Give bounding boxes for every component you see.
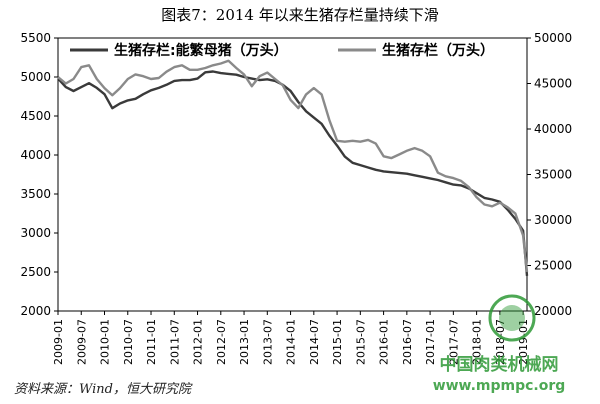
x-tick-label: 2015-07 <box>354 319 367 365</box>
y-right-tick-label: 30000 <box>534 213 572 227</box>
x-tick-label: 2019-01 <box>517 319 530 365</box>
x-tick-label: 2016-01 <box>378 319 391 365</box>
series-line-2 <box>57 59 529 273</box>
legend-label-1: 生猪存栏:能繁母猪（万头） <box>114 42 288 59</box>
x-tick-label: 2014-07 <box>308 319 321 365</box>
y-left-tick-label: 3000 <box>20 226 51 240</box>
y-left-tick-label: 2000 <box>20 304 51 318</box>
y-left-tick-label: 5500 <box>20 31 51 45</box>
x-tick-label: 2016-07 <box>401 319 414 365</box>
watermark-url: www.mpmpc.org <box>433 378 566 394</box>
x-tick-label: 2014-01 <box>285 319 298 365</box>
x-tick-label: 2013-01 <box>238 319 251 365</box>
watermark-logo: 中国肉类机械网 www.mpmpc.org <box>433 294 566 394</box>
x-tick-label: 2018-07 <box>494 319 507 365</box>
y-left-tick-label: 4000 <box>20 148 51 162</box>
y-left-tick-label: 4500 <box>20 109 51 123</box>
x-tick-label: 2012-01 <box>192 319 205 365</box>
y-right-tick-label: 50000 <box>534 31 572 45</box>
source-note: 资料来源：Wind，恒大研究院 <box>14 382 191 397</box>
legend: 生猪存栏:能繁母猪（万头） 生猪存栏（万头） <box>70 42 494 59</box>
x-tick-label: 2018-01 <box>471 319 484 365</box>
y-right-tick-label: 40000 <box>534 122 572 136</box>
x-tick-label: 2017-07 <box>447 319 460 365</box>
x-tick-label: 2012-07 <box>215 319 228 365</box>
y-right-tick-label: 25000 <box>534 259 572 273</box>
x-tick-label: 2010-07 <box>122 319 135 365</box>
series-line-1 <box>57 70 529 277</box>
y-right-tick-label: 45000 <box>534 77 572 91</box>
x-tick-label: 2013-07 <box>261 319 274 365</box>
x-tick-label: 2015-01 <box>331 319 344 365</box>
series-layer <box>57 59 529 277</box>
y-left-tick-label: 3500 <box>20 187 51 201</box>
chart-title: 图表7：2014 年以来生猪存栏量持续下滑 <box>161 6 439 24</box>
axes-layer: 2000 2500 3000 3500 4000 4500 5000 5500 20000 250… <box>20 31 572 365</box>
watermark-title: 中国肉类机械网 <box>440 354 559 375</box>
x-tick-label: 2009-07 <box>75 319 88 365</box>
y-right-tick-label: 35000 <box>534 168 572 182</box>
watermark-seal-center-icon <box>499 305 525 331</box>
legend-label-2: 生猪存栏（万头） <box>382 42 494 59</box>
watermark-seal-icon <box>488 294 536 342</box>
x-tick-label: 2010-01 <box>99 319 112 365</box>
x-tick-label: 2011-07 <box>168 319 181 365</box>
x-tick-label: 2017-01 <box>424 319 437 365</box>
y-right-tick-label: 20000 <box>534 304 572 318</box>
x-tick-label: 2011-01 <box>145 319 158 365</box>
x-tick-label: 2009-01 <box>52 319 65 365</box>
y-left-tick-label: 2500 <box>20 265 51 279</box>
y-left-tick-label: 5000 <box>20 70 51 84</box>
